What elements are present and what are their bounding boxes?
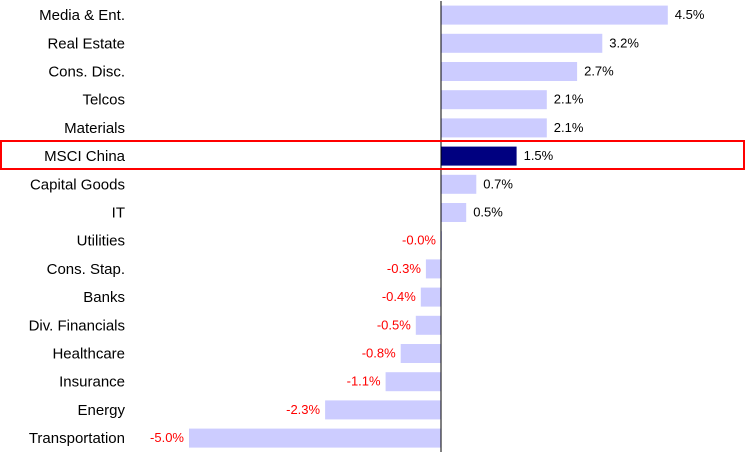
bars-group bbox=[189, 5, 668, 448]
bar-capital-goods bbox=[441, 174, 477, 194]
bar-banks bbox=[420, 287, 441, 307]
value-label: -5.0% bbox=[150, 430, 184, 445]
category-label: Telcos bbox=[82, 92, 125, 109]
value-label: -1.1% bbox=[347, 374, 381, 389]
value-label: -2.3% bbox=[286, 402, 320, 417]
value-label: 4.5% bbox=[675, 7, 705, 22]
category-label: Capital Goods bbox=[30, 176, 125, 193]
category-label: Healthcare bbox=[52, 346, 125, 363]
value-label: -0.0% bbox=[402, 233, 436, 248]
value-labels-group: 4.5%3.2%2.7%2.1%2.1%1.5%0.7%0.5%-0.0%-0.… bbox=[150, 7, 705, 445]
bar-real-estate bbox=[441, 33, 603, 53]
value-label: 0.5% bbox=[473, 205, 503, 220]
bar-media-ent bbox=[441, 5, 668, 25]
category-label: Media & Ent. bbox=[39, 7, 125, 24]
value-label: -0.3% bbox=[387, 261, 421, 276]
bar-msci-china bbox=[441, 146, 517, 166]
value-label: 1.5% bbox=[524, 148, 554, 163]
bar-div-financials bbox=[415, 315, 441, 335]
bar-cons-disc bbox=[441, 62, 578, 81]
highlight-box bbox=[0, 140, 745, 170]
bar-transportation bbox=[189, 428, 441, 448]
category-label: IT bbox=[112, 205, 125, 222]
category-label: Utilities bbox=[77, 233, 125, 250]
value-label: 3.2% bbox=[609, 35, 639, 50]
bar-insurance bbox=[385, 372, 441, 392]
bar-cons-stap bbox=[425, 259, 441, 279]
value-label: 0.7% bbox=[483, 176, 513, 191]
category-label: Cons. Disc. bbox=[48, 64, 125, 81]
bar-telcos bbox=[441, 90, 547, 110]
category-label: Insurance bbox=[59, 374, 125, 391]
category-label: Cons. Stap. bbox=[47, 261, 125, 278]
value-label: 2.7% bbox=[584, 64, 614, 79]
category-label: Transportation bbox=[29, 430, 125, 447]
value-label: -0.4% bbox=[382, 289, 416, 304]
category-label: Real Estate bbox=[47, 35, 125, 52]
value-label: -0.8% bbox=[362, 346, 396, 361]
bar-energy bbox=[325, 400, 441, 420]
value-label: 2.1% bbox=[554, 120, 584, 135]
category-label: Banks bbox=[83, 289, 125, 306]
category-labels-group: Media & Ent. Real Estate Cons. Disc. Telcos… bbox=[29, 7, 126, 447]
bar-healthcare bbox=[400, 344, 441, 363]
category-label: MSCI China bbox=[44, 148, 126, 165]
category-label: Div. Financials bbox=[29, 317, 125, 334]
value-label: -0.5% bbox=[377, 317, 411, 332]
category-label: Energy bbox=[77, 402, 125, 419]
value-label: 2.1% bbox=[554, 92, 584, 107]
bar-it bbox=[441, 203, 467, 222]
bar-materials bbox=[441, 118, 547, 138]
category-label: Materials bbox=[64, 120, 125, 137]
